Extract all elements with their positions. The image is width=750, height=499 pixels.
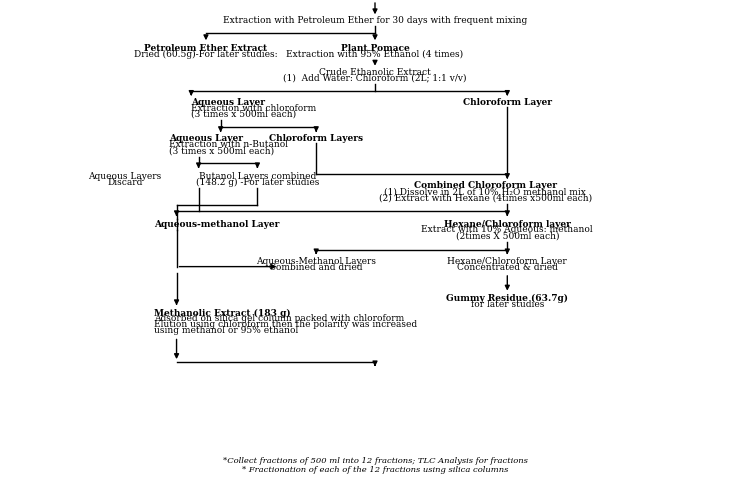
Text: (3 times x 500ml each): (3 times x 500ml each) xyxy=(191,110,296,119)
Text: Chloroform Layer: Chloroform Layer xyxy=(463,98,552,107)
Text: Chloroform Layers: Chloroform Layers xyxy=(269,135,363,144)
Text: Hexane/Chloroform layer: Hexane/Chloroform layer xyxy=(444,220,571,229)
Text: Extract with 10% Aqueous: methanol: Extract with 10% Aqueous: methanol xyxy=(422,226,593,235)
Text: * Fractionation of each of the 12 fractions using silica columns: * Fractionation of each of the 12 fracti… xyxy=(242,466,509,474)
Text: using methanol or 95% ethanol: using methanol or 95% ethanol xyxy=(154,326,298,335)
Text: Extraction with 95% Ethanol (4 times): Extraction with 95% Ethanol (4 times) xyxy=(286,50,464,59)
Text: Aqueous-Methanol Layers: Aqueous-Methanol Layers xyxy=(256,257,376,266)
Text: Adsorbed on silica gel column packed with chloroform: Adsorbed on silica gel column packed wit… xyxy=(154,314,405,323)
Text: Petroleum Ether Extract: Petroleum Ether Extract xyxy=(145,43,268,52)
Text: (2) Extract with Hexane (4times x500ml each): (2) Extract with Hexane (4times x500ml e… xyxy=(379,193,592,202)
Text: *Collect fractions of 500 ml into 12 fractions; TLC Analysis for fractions: *Collect fractions of 500 ml into 12 fra… xyxy=(223,457,527,465)
Text: Combined and dried: Combined and dried xyxy=(269,262,363,271)
Text: Hexane/Chloroform Layer: Hexane/Chloroform Layer xyxy=(448,257,567,266)
Text: for later studies: for later studies xyxy=(470,300,544,309)
Text: Combined Chloroform Layer: Combined Chloroform Layer xyxy=(414,182,556,191)
Text: Extraction with chloroform: Extraction with chloroform xyxy=(191,104,316,113)
Text: Aqueous Layer: Aqueous Layer xyxy=(191,98,266,107)
Text: Gummy Residue (63.7g): Gummy Residue (63.7g) xyxy=(446,294,568,303)
Text: Dried (60.5g)-For later studies:: Dried (60.5g)-For later studies: xyxy=(134,50,278,59)
Text: Concentrated & dried: Concentrated & dried xyxy=(457,262,558,271)
Text: Discard: Discard xyxy=(107,178,142,187)
Text: Extraction with n-Butanol: Extraction with n-Butanol xyxy=(170,140,288,149)
Text: Crude Ethanolic Extract: Crude Ethanolic Extract xyxy=(319,68,431,77)
Text: Aqueous Layers: Aqueous Layers xyxy=(88,172,162,181)
Text: Butanol Layers combined: Butanol Layers combined xyxy=(199,172,316,181)
Text: (1)  Add Water: Chloroform (2L; 1:1 v/v): (1) Add Water: Chloroform (2L; 1:1 v/v) xyxy=(284,74,466,83)
Text: (2times X 500ml each): (2times X 500ml each) xyxy=(455,232,559,241)
Text: Aqueous Layer: Aqueous Layer xyxy=(170,135,243,144)
Text: (1) Dissolve in 2L of 10% H₂O methanol mix: (1) Dissolve in 2L of 10% H₂O methanol m… xyxy=(384,187,586,196)
Text: (3 times x 500ml each): (3 times x 500ml each) xyxy=(170,146,274,155)
Text: Methanolic Extract (183 g): Methanolic Extract (183 g) xyxy=(154,308,291,318)
Text: Aqueous-methanol Layer: Aqueous-methanol Layer xyxy=(154,220,280,229)
Text: (148.2 g) -For later studies: (148.2 g) -For later studies xyxy=(196,178,319,187)
Text: Elution using chloroform then the polarity was increased: Elution using chloroform then the polari… xyxy=(154,320,418,329)
Text: Plant Pomace: Plant Pomace xyxy=(340,43,410,52)
Text: Extraction with Petroleum Ether for 30 days with frequent mixing: Extraction with Petroleum Ether for 30 d… xyxy=(223,16,527,25)
